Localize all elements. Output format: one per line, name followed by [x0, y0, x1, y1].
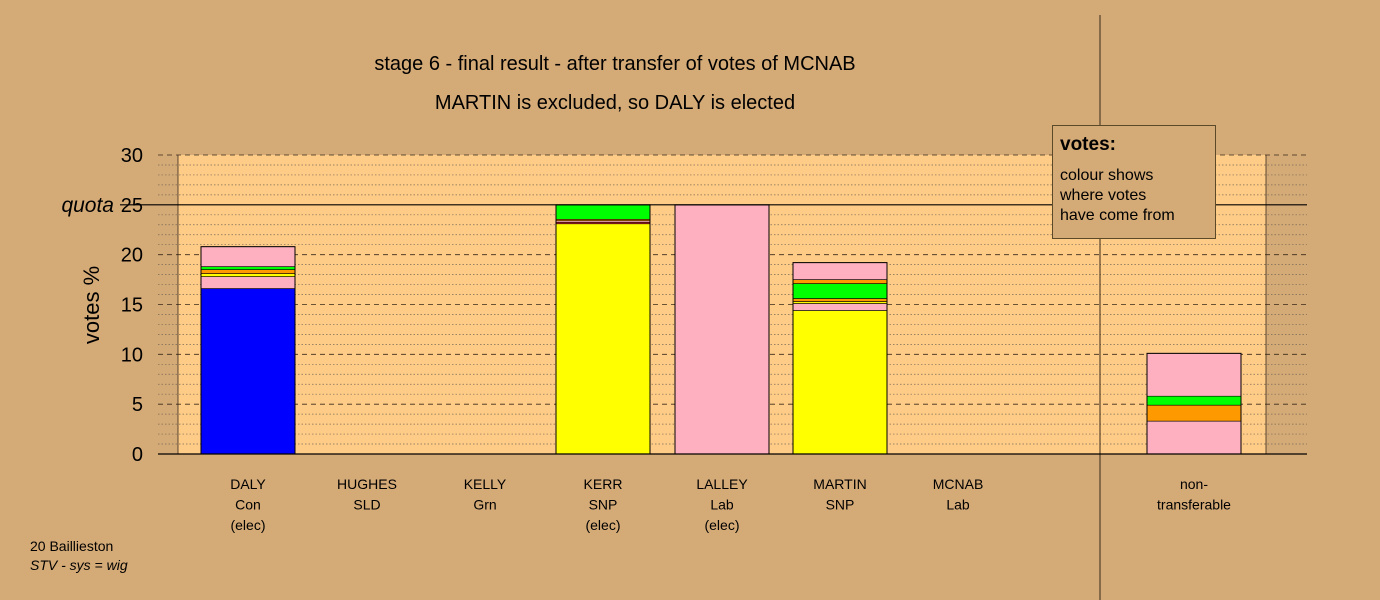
system-label: STV - sys = wig — [30, 557, 128, 573]
y-tick-label: 25 — [121, 195, 143, 217]
y-tick-label: 15 — [121, 295, 143, 317]
category-label: Lab — [710, 497, 734, 513]
legend-line-2: where votes — [1060, 187, 1147, 204]
bar-segment — [792, 283, 888, 299]
y-tick-label: 10 — [121, 344, 143, 366]
y-tick-label: 30 — [121, 145, 143, 167]
category-label: (elec) — [230, 517, 265, 533]
category-label: SNP — [589, 497, 618, 513]
bar-segment — [555, 223, 651, 455]
legend-box: votes: colour shows where votes have com… — [1052, 125, 1216, 239]
bar-segment — [200, 276, 296, 289]
bar-segment — [792, 303, 888, 311]
bar-segment — [200, 246, 296, 267]
category-label: HUGHES — [337, 476, 397, 492]
bar-segment — [1146, 404, 1242, 422]
category-label: Con — [235, 497, 261, 513]
bar-segment — [792, 262, 888, 280]
category-label: SNP — [826, 497, 855, 513]
y-tick-label: 5 — [132, 394, 143, 416]
bar-segment — [792, 310, 888, 455]
legend-text: colour shows where votes have come from — [1060, 166, 1208, 226]
legend-title: votes: — [1060, 134, 1116, 155]
quota-label: quota — [61, 194, 114, 217]
category-label: Grn — [473, 497, 496, 513]
bar-segment — [200, 266, 296, 270]
bar-segment — [1146, 420, 1242, 455]
bar-segment — [555, 204, 651, 220]
bar-segment — [1146, 395, 1242, 406]
category-label: (elec) — [585, 517, 620, 533]
category-label: DALY — [230, 476, 266, 492]
chart-title: stage 6 - final result - after transfer … — [374, 53, 856, 75]
category-label: MARTIN — [813, 476, 866, 492]
bar-segment — [674, 204, 770, 455]
category-label: LALLEY — [696, 476, 748, 492]
legend-line-3: have come from — [1060, 207, 1175, 224]
category-label: transferable — [1157, 497, 1231, 513]
category-label: MCNAB — [933, 476, 984, 492]
category-label: SLD — [353, 497, 380, 513]
bar-segment — [792, 279, 888, 284]
category-label: KERR — [584, 476, 623, 492]
y-axis-label: votes % — [79, 266, 104, 344]
bar-segment — [200, 273, 296, 277]
category-label: Lab — [946, 497, 970, 513]
y-tick-label: 0 — [132, 444, 143, 466]
bar-segment — [200, 269, 296, 274]
bar-segment — [1146, 353, 1242, 397]
bar-segment — [200, 288, 296, 455]
category-label: (elec) — [704, 517, 739, 533]
y-tick-label: 20 — [121, 245, 143, 267]
bar-segment — [792, 298, 888, 302]
chart-subtitle: MARTIN is excluded, so DALY is elected — [434, 92, 796, 114]
legend-line-1: colour shows — [1060, 167, 1154, 184]
category-label: non- — [1180, 476, 1208, 492]
footer: 20 Baillieston STV - sys = wig — [30, 537, 128, 575]
ward-label: 20 Baillieston — [30, 538, 114, 554]
category-label: KELLY — [464, 476, 507, 492]
